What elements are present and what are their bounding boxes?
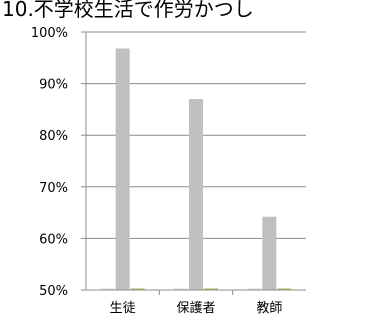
bar-0-2	[130, 288, 145, 290]
bar-0-0	[100, 288, 115, 290]
bars	[100, 48, 292, 291]
bar-2-2	[277, 288, 292, 290]
y-tick-label-60: 60%	[39, 232, 68, 247]
chart-title-fragment: 10.不学校生活で作労かつし	[2, 0, 254, 21]
bar-2-0	[247, 288, 262, 290]
y-tick-label-50: 50%	[39, 284, 68, 299]
bar-0-1	[115, 48, 130, 291]
bar-2-1	[262, 216, 277, 290]
bar-1-0	[174, 288, 188, 290]
x-tick-label-1: 保護者	[176, 300, 215, 316]
y-tick-label-70: 70%	[39, 181, 68, 196]
bar-1-2	[204, 288, 218, 290]
x-tick-label-0: 生徒	[110, 301, 136, 316]
y-tick-label-90: 90%	[39, 78, 68, 93]
tick-labels: 50% 60% 70% 80% 90% 100% 生徒 保護者 教師	[31, 26, 283, 316]
y-tick-label-100: 100%	[31, 26, 68, 41]
axes	[81, 31, 306, 295]
y-tick-label-80: 80%	[39, 129, 68, 144]
bar-1-1	[189, 99, 203, 290]
x-tick-label-2: 教師	[256, 300, 282, 316]
